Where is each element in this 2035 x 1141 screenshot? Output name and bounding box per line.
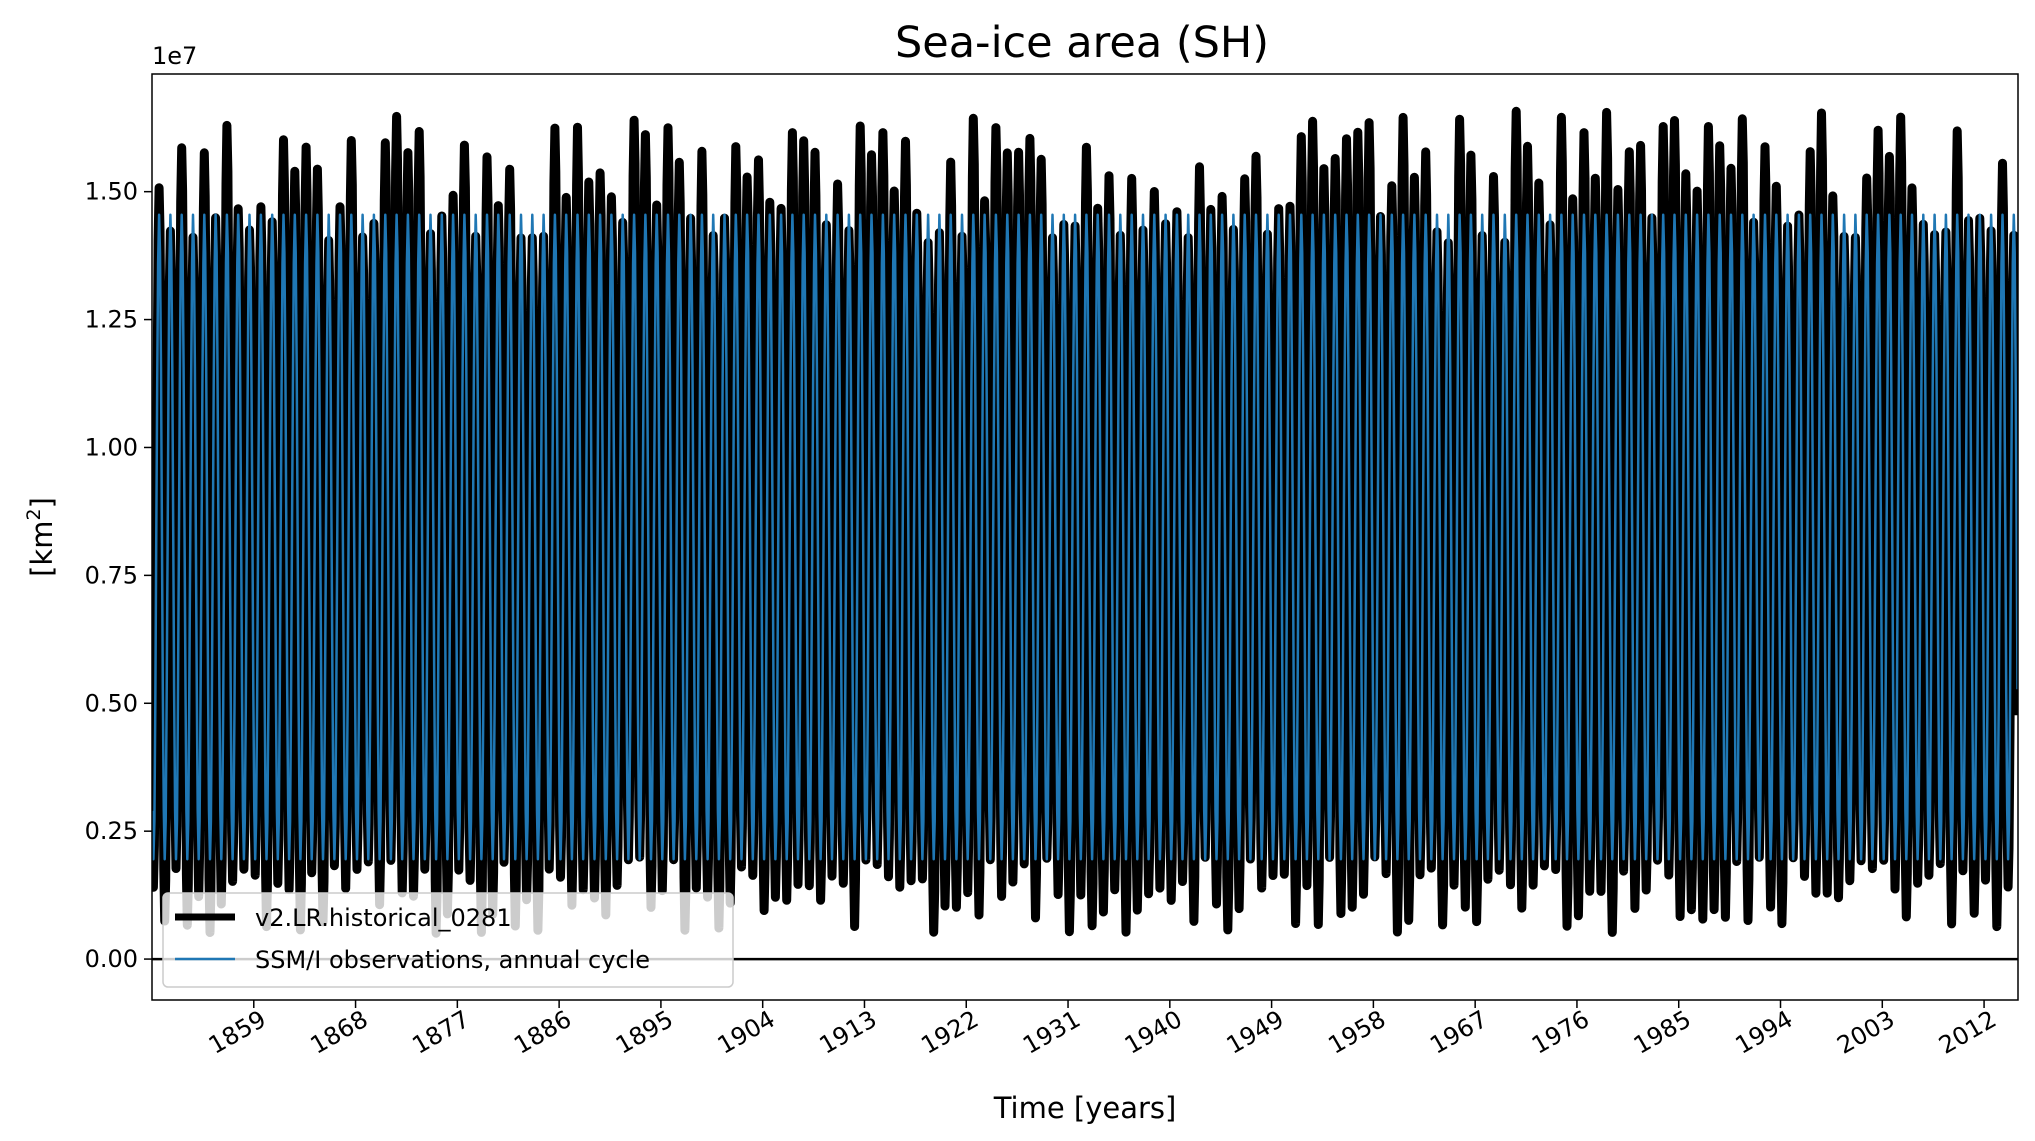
y-tick-label: 1.00 (85, 433, 138, 461)
y-tick-label: 0.00 (85, 945, 138, 973)
y-tick-label: 0.50 (85, 689, 138, 717)
y-axis-label-sup: 2 (23, 508, 45, 520)
y-axis-label-suffix: ] (25, 497, 59, 508)
y-tick-label: 0.75 (85, 561, 138, 589)
legend-label-observations: SSM/I observations, annual cycle (255, 946, 650, 974)
legend-box (162, 892, 734, 988)
y-axis-label: [km2] (23, 497, 59, 577)
y-tick-label: 1.50 (85, 178, 138, 206)
x-axis-label: Time [years] (993, 1091, 1177, 1125)
chart-title: Sea-ice area (SH) (895, 18, 1269, 68)
legend-label-model: v2.LR.historical_0281 (255, 904, 512, 932)
series-line-observations (152, 213, 2018, 861)
y-axis-label-prefix: [km (25, 521, 59, 577)
y-tick-label: 0.25 (85, 817, 138, 845)
legend: v2.LR.historical_0281 SSM/I observations… (162, 892, 734, 988)
y-tick-label: 1.25 (85, 306, 138, 334)
y-offset-text: 1e7 (152, 42, 197, 70)
y-axis: 0.00 0.25 0.50 0.75 1.00 1.25 1.50 (85, 178, 152, 973)
plot-frame (151, 73, 2019, 1001)
plot-area (152, 106, 2018, 961)
